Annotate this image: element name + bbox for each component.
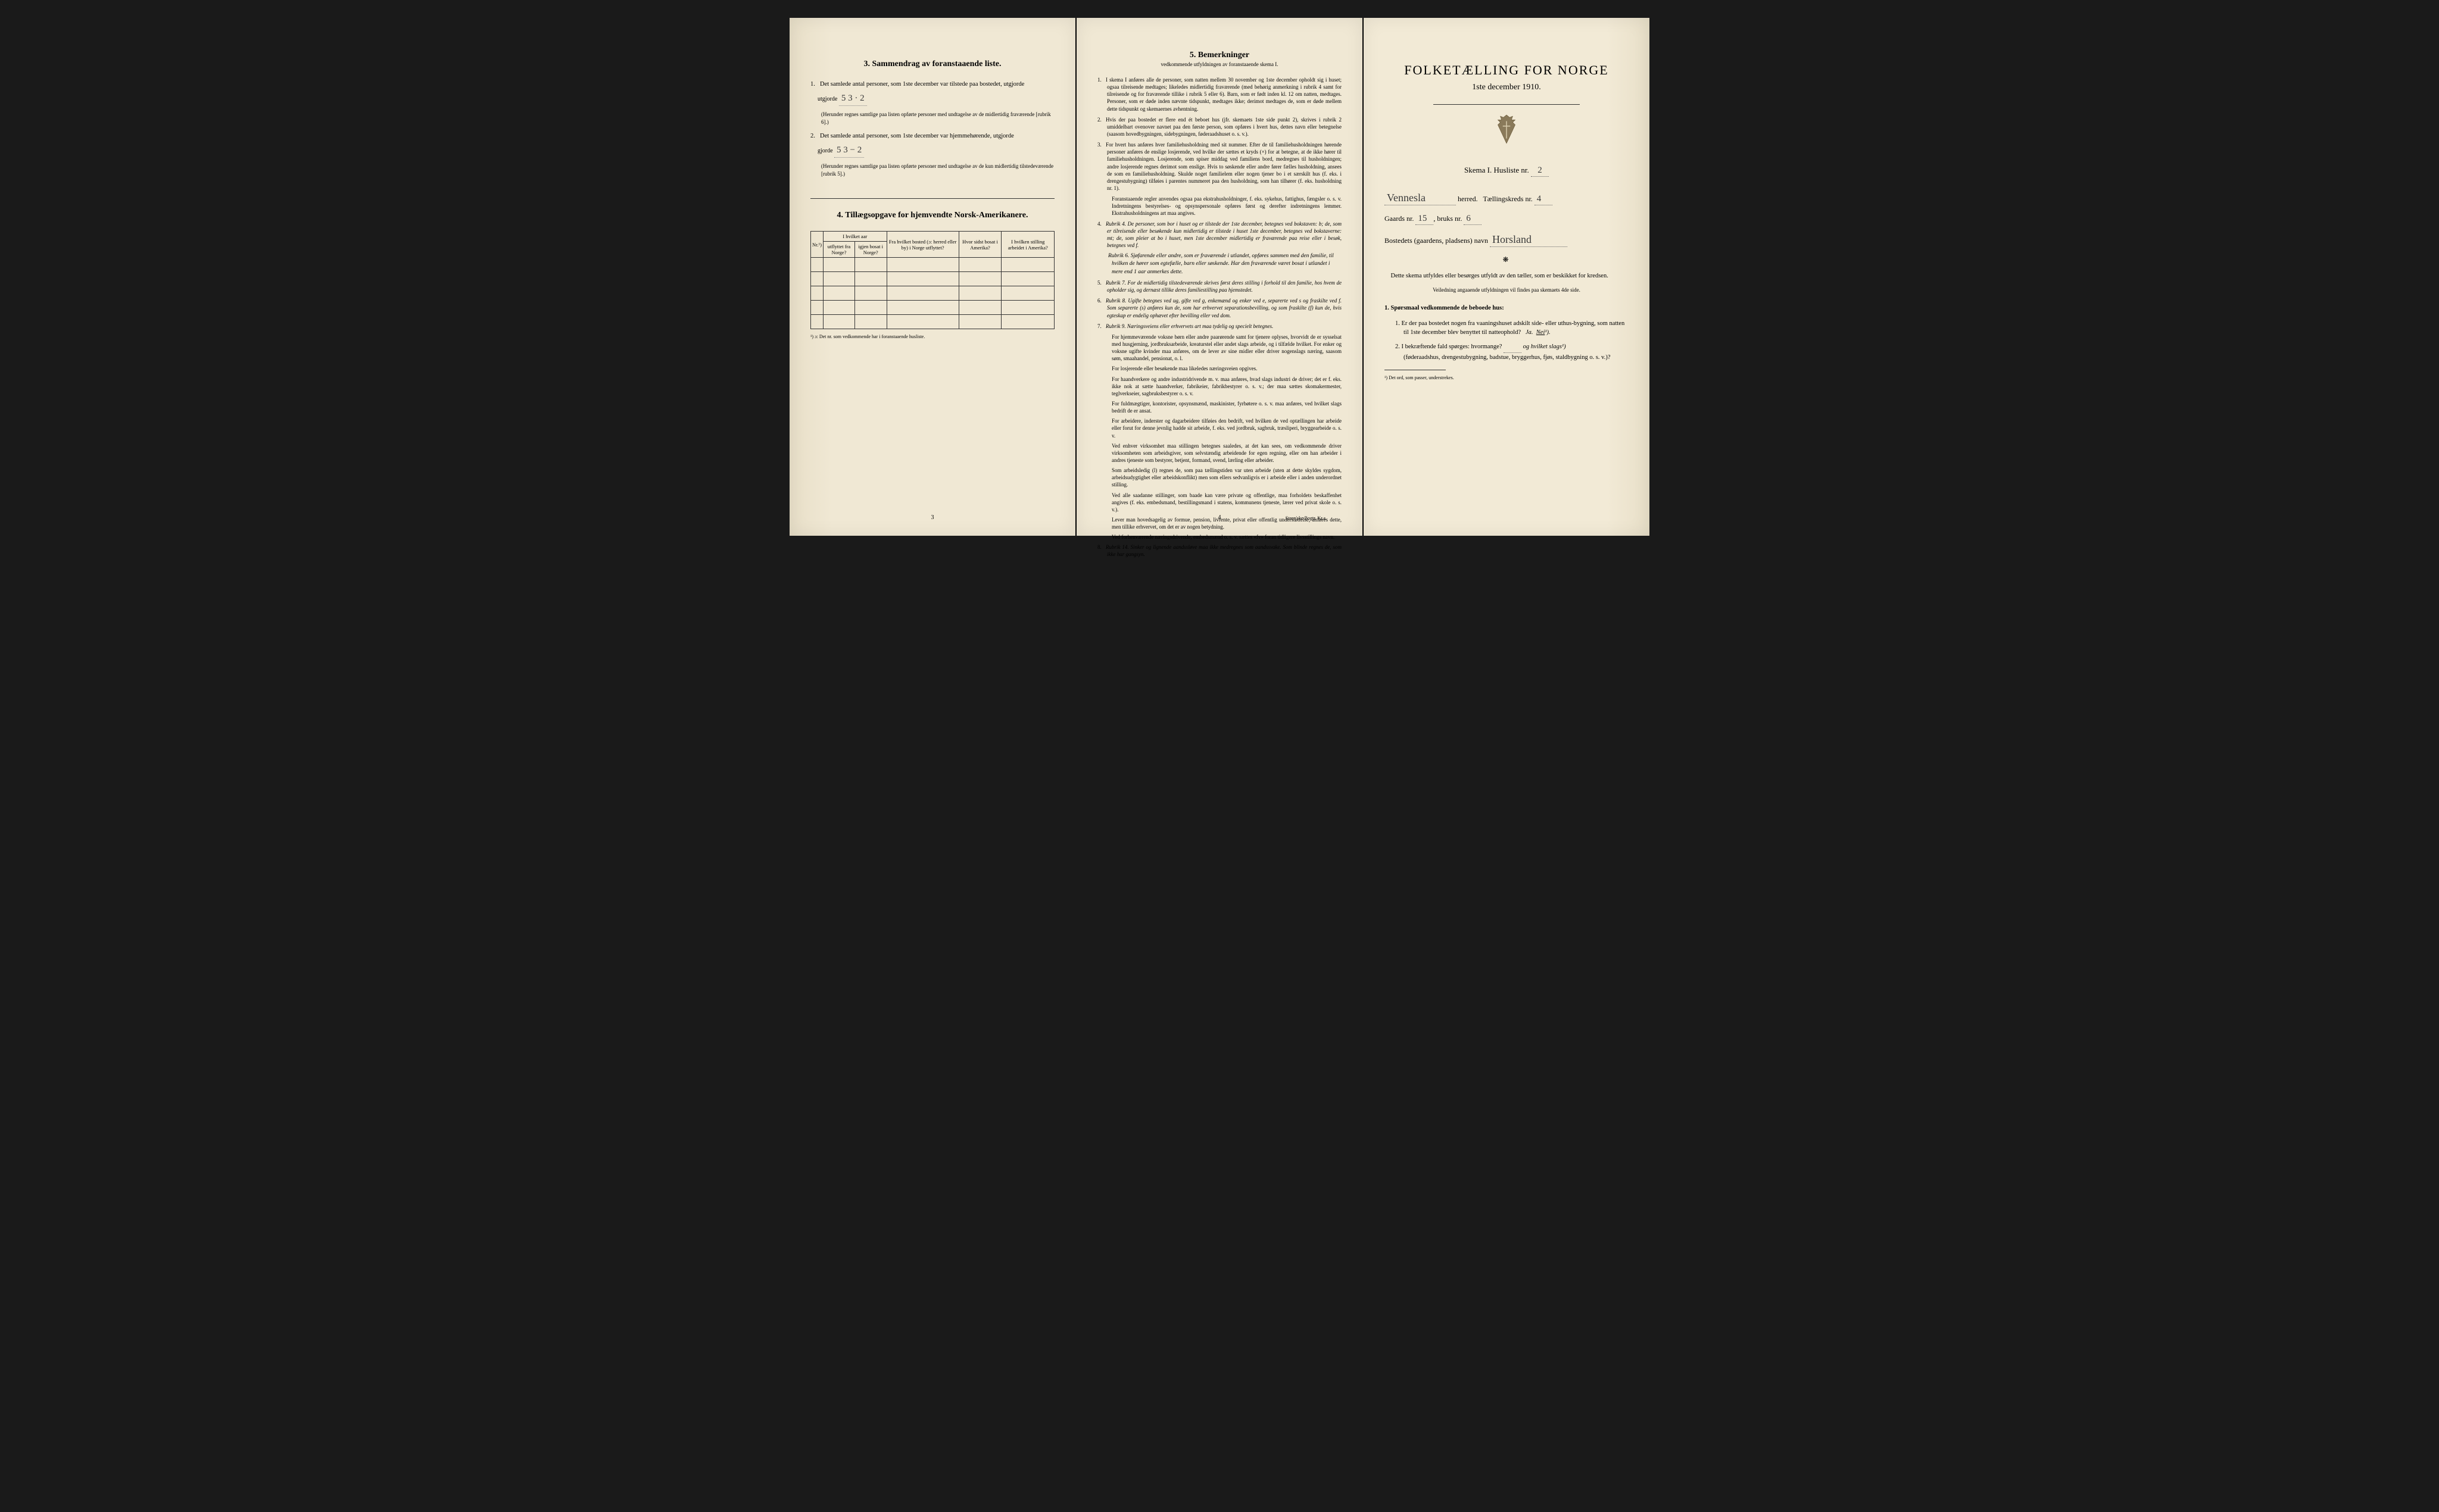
bem-7: 7.Rubrik 9. Næringsveiens eller erhverve… [1097,323,1342,330]
herred-line: Vennesla herred. Tællingskreds nr. 4 [1384,192,1629,205]
section-divider [810,198,1055,199]
page-number-4: 4 [1218,514,1221,521]
r9-detail-2: For haandverkere og andre industridriven… [1097,376,1342,397]
title-rule [1433,104,1580,105]
section-4-title: 4. Tillægsopgave for hjemvendte Norsk-Am… [810,211,1055,220]
schema-line: Skema I. Husliste nr. 2 [1384,165,1629,177]
section-5-subtitle: vedkommende utfyldningen av foranstaaend… [1097,61,1342,67]
table-row [811,272,1055,286]
bemerkninger-list: 1.I skema I anføres alle de personer, so… [1097,76,1342,558]
bosted-value: Horsland [1490,233,1567,247]
col-nr: Nr.¹) [811,232,824,258]
husliste-nr: 2 [1531,165,1549,177]
col-igjen-bosat: igjen bosat i Norge? [854,242,887,258]
r9-detail-5: Ved enhver virksomhet maa stillingen bet… [1097,442,1342,464]
col-fra-bosted: Fra hvilket bosted (ɔ: herred eller by) … [887,232,959,258]
kreds-value: 4 [1534,194,1552,205]
summary-item-2: 2.Det samlede antal personer, som 1ste d… [810,132,1055,140]
bosted-line: Bostedets (gaardens, pladsens) navn Hors… [1384,233,1629,247]
table-row [811,258,1055,272]
gaards-nr: 15 [1415,214,1433,225]
question-1: 1. Er der paa bostedet nogen fra vaaning… [1395,319,1629,338]
ornament: ❋ [1384,255,1629,264]
herred-value: Vennesla [1384,192,1456,205]
summary-item-1-value-line: utgjorde 5 3 · 2 [810,92,1055,106]
amerikanere-table: Nr.¹) I hvilket aar Fra hvilket bosted (… [810,231,1055,329]
bem-6: 6.Rubrik 8. Ugifte betegnes ved ug, gift… [1097,297,1342,318]
instruction-text: Dette skema utfyldes eller besørges utfy… [1384,271,1629,281]
question-2: 2. I bekræftende fald spørges: hvormange… [1395,342,1629,363]
hjemmehorende-count: 5 3 − 2 [834,144,864,158]
col-aar-group: I hvilket aar [824,232,887,242]
col-sidst-bosat: Hvor sidst bosat i Amerika? [959,232,1002,258]
bem-5: 5.Rubrik 7. For de midlertidig tilstedev… [1097,279,1342,293]
table-body [811,258,1055,329]
bem-1: 1.I skema I anføres alle de personer, so… [1097,76,1342,113]
section-5-title: 5. Bemerkninger [1097,51,1342,60]
page-left: 3. Sammendrag av foranstaaende liste. 1.… [790,18,1075,536]
question-list: 1. Er der paa bostedet nogen fra vaaning… [1384,319,1629,363]
table-row [811,286,1055,301]
answer-nei: Nei [1536,329,1545,336]
bem-3: 3.For hvert hus anføres hver familiehush… [1097,141,1342,192]
gaards-line: Gaards nr. 15, bruks nr. 6 [1384,214,1629,225]
bem-3-sub: Foranstaaende regler anvendes ogsaa paa … [1097,195,1342,217]
r9-detail-9: Ved forhenværende næringsdrivende, embed… [1097,533,1342,541]
table-row [811,315,1055,329]
page-number-3: 3 [931,514,934,521]
summary-item-1: 1.Det samlede antal personer, som 1ste d… [810,80,1055,89]
summary-item-2-value-line: gjorde 5 3 − 2 [810,144,1055,158]
tilstede-count: 5 3 · 2 [839,92,867,106]
r9-detail-3: For fuldmægtiger, kontorister, opsynsmæn… [1097,400,1342,414]
table-row [811,301,1055,315]
r9-detail-0: For hjemmeværende voksne børn eller andr… [1097,333,1342,363]
printer-imprint: Steen'ske Bogtr. Kr.a. [1286,516,1327,521]
bem-4: 4.Rubrik 4. De personer, som bor i huset… [1097,220,1342,249]
table-footnote: ¹) ɔ: Det nr. som vedkommende har i fora… [810,334,1055,339]
census-date: 1ste december 1910. [1384,83,1629,92]
summary-item-1-note: (Herunder regnes samtlige paa listen opf… [810,111,1055,126]
question-header: 1. Spørsmaal vedkommende de beboede hus: [1384,304,1629,313]
r9-detail-6: Som arbeidsledig (l) regnes de, som paa … [1097,467,1342,488]
r9-detail-7: Ved alle saadanne stillinger, som baade … [1097,492,1342,513]
r9-detail-4: For arbeidere, inderster og dagarbeidere… [1097,417,1342,439]
summary-item-2-note: (Herunder regnes samtlige paa listen opf… [810,163,1055,177]
bem-2: 2.Hvis der paa bostedet er flere end ét … [1097,116,1342,138]
page-center: 5. Bemerkninger vedkommende utfyldningen… [1077,18,1362,536]
col-utflyttet: utflyttet fra Norge? [824,242,855,258]
col-stilling: I hvilken stilling arbeidet i Amerika? [1002,232,1055,258]
crest-icon [1494,114,1519,145]
page1-footnote: ¹) Det ord, som passer, understrekes. [1384,375,1629,380]
r9-detail-1: For losjerende eller besøkende maa likel… [1097,365,1342,372]
bem-8: 8.Rubrik 14. Sinker og lignende aandsslø… [1097,543,1342,558]
census-main-title: FOLKETÆLLING FOR NORGE [1384,63,1629,78]
rubrik-6: Rubrik 6. Sjøfarende eller andre, som er… [1097,252,1342,276]
document-spread: 3. Sammendrag av foranstaaende liste. 1.… [790,18,1649,536]
bruks-nr: 6 [1464,214,1482,225]
page-right: FOLKETÆLLING FOR NORGE 1ste december 191… [1364,18,1649,536]
coat-of-arms [1384,114,1629,148]
instruction-sub: Veiledning angaaende utfyldningen vil fi… [1384,287,1629,293]
section-3-title: 3. Sammendrag av foranstaaende liste. [810,60,1055,69]
